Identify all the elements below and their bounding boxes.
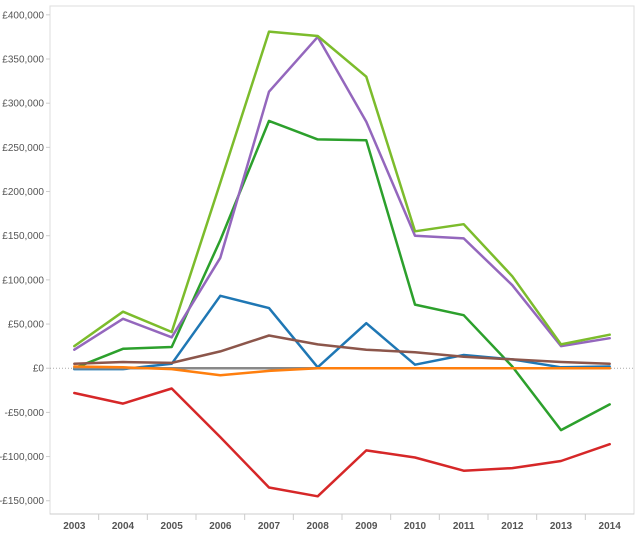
y-tick-label: £50,000: [8, 320, 45, 331]
series-line: [73, 365, 611, 377]
y-tick-label: £250,000: [2, 143, 44, 154]
x-tick-label: 2003: [63, 521, 86, 532]
series-line: [73, 334, 611, 366]
chart-axes: [46, 5, 635, 520]
x-tick-label: 2004: [112, 521, 135, 532]
x-tick-label: 2009: [355, 521, 378, 532]
x-tick-label: 2006: [209, 521, 232, 532]
series-line: [73, 387, 611, 498]
y-tick-label: £200,000: [2, 187, 44, 198]
series-line: [73, 30, 611, 348]
x-tick-label: 2005: [161, 521, 184, 532]
x-tick-label: 2007: [258, 521, 281, 532]
x-tick-label: 2014: [599, 521, 622, 532]
y-tick-label: £400,000: [2, 10, 44, 21]
x-tick-label: 2011: [453, 521, 475, 532]
x-tick-label: 2010: [404, 521, 427, 532]
x-tick-label: 2013: [550, 521, 573, 532]
y-tick-label: £300,000: [2, 99, 44, 110]
x-tick-label: 2012: [501, 521, 524, 532]
y-tick-label: £350,000: [2, 55, 44, 66]
y-tick-label: -£50,000: [5, 408, 45, 419]
series-line: [73, 119, 611, 432]
y-axis-labels: £400,000 £350,000 £300,000 £250,000 £200,000…: [0, 10, 44, 507]
y-tick-label: -£100,000: [0, 452, 44, 463]
x-tick-label: 2008: [307, 521, 330, 532]
plot-area: [49, 5, 635, 515]
y-tick-label: £0: [33, 364, 45, 375]
x-axis-labels: 2003 2004 2005 2006 2007 2008 2009 2010 2011 2012…: [63, 521, 621, 532]
chart-series: [73, 30, 611, 498]
series-line: [73, 35, 611, 351]
y-tick-label: £150,000: [2, 231, 44, 242]
y-tick-label: £100,000: [2, 275, 44, 286]
y-tick-label: -£150,000: [0, 496, 44, 507]
